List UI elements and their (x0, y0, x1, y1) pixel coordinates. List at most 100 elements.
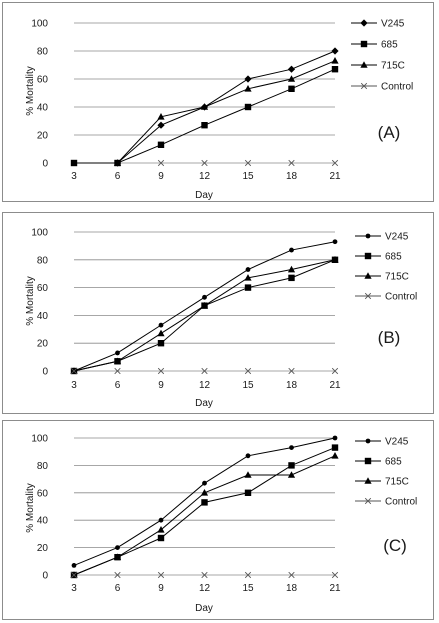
legend-label: Control (385, 497, 417, 508)
legend-label: Control (381, 82, 413, 93)
x-tick-label: 21 (329, 380, 341, 391)
series-715c (70, 452, 339, 578)
legend-item: Control (355, 292, 417, 303)
data-point (244, 159, 252, 167)
data-point (158, 517, 164, 523)
data-point (244, 85, 252, 92)
data-point (331, 159, 339, 167)
data-point (202, 294, 207, 300)
x-tick-label: 15 (242, 380, 254, 391)
data-point (115, 350, 120, 356)
data-point (288, 462, 295, 469)
data-point (200, 301, 209, 309)
data-point (244, 471, 252, 478)
legend-marker (364, 272, 372, 279)
y-tick-label: 0 (42, 571, 48, 582)
y-tick-label: 100 (31, 19, 48, 30)
x-tick-label: 21 (329, 583, 341, 594)
series-685 (70, 444, 339, 579)
series-715c (113, 57, 339, 166)
y-tick-label: 20 (37, 131, 49, 142)
data-point (331, 57, 339, 64)
legend-label: Control (385, 292, 417, 303)
x-tick-label: 9 (158, 583, 164, 594)
y-tick-label: 60 (37, 283, 49, 294)
data-point (115, 545, 120, 550)
x-axis-label: Day (195, 190, 213, 201)
x-tick-label: 9 (158, 380, 164, 391)
panel-label: (A) (378, 123, 401, 142)
x-tick-label: 3 (71, 583, 77, 594)
x-tick-label: 15 (242, 583, 254, 594)
legend-item: V245 (355, 232, 409, 243)
y-tick-label: 20 (37, 339, 49, 350)
y-tick-label: 60 (37, 75, 49, 86)
series-685 (70, 66, 339, 167)
data-point (331, 452, 339, 459)
data-point (331, 367, 339, 375)
x-tick-label: 12 (199, 583, 211, 594)
legend-label: 685 (385, 252, 402, 263)
data-point (202, 480, 207, 486)
data-point (157, 525, 165, 533)
series-715c (70, 256, 339, 374)
data-point (288, 367, 295, 375)
data-point (70, 367, 78, 375)
panel-label: (B) (378, 328, 401, 347)
x-tick-label: 18 (286, 171, 298, 182)
data-point (245, 267, 251, 272)
legend-marker (364, 292, 372, 300)
data-point (244, 274, 252, 281)
x-axis-label: Day (195, 603, 213, 614)
x-tick-label: 18 (286, 380, 298, 391)
legend-marker (365, 233, 371, 239)
chart-svg: 0 20 40 60 80 100 3 6 9 12 15 18 21 Day % Mortality V24… (25, 228, 417, 410)
x-tick-label: 21 (329, 171, 341, 182)
y-tick-label: 20 (37, 543, 49, 554)
data-point (200, 103, 209, 110)
series-line (73, 447, 336, 576)
data-point (157, 141, 165, 148)
data-point (113, 159, 122, 166)
data-point (287, 75, 296, 82)
data-point (288, 274, 295, 282)
y-tick-label: 80 (37, 461, 49, 472)
data-point (288, 159, 295, 167)
x-tick-label: 12 (199, 171, 211, 182)
chart-svg: 0 20 40 60 80 100 3 6 9 12 15 18 21 Day % Mortality V24… (25, 19, 413, 202)
data-point (287, 265, 296, 273)
x-axis-label: Day (195, 398, 213, 409)
data-point (331, 444, 339, 451)
series-line (73, 455, 336, 576)
legend-item: V245 (351, 19, 405, 30)
data-point (244, 367, 252, 375)
series-control (70, 367, 339, 375)
data-point (70, 571, 78, 579)
data-point (113, 357, 122, 365)
series-line (74, 68, 336, 164)
data-point (157, 367, 165, 375)
x-tick-label: 3 (71, 380, 77, 391)
y-tick-label: 60 (37, 488, 49, 499)
data-point (332, 239, 338, 245)
data-point (157, 329, 165, 337)
data-point (158, 322, 164, 328)
data-point (200, 489, 209, 496)
legend-label: V245 (385, 232, 409, 243)
legend-marker (364, 252, 372, 260)
series-line (117, 60, 336, 164)
panel-label: (C) (383, 536, 407, 555)
legend-item: V245 (355, 437, 409, 448)
series-v245 (71, 435, 338, 568)
data-point (244, 75, 252, 83)
series-control (70, 571, 339, 579)
data-point (244, 103, 252, 111)
chart-panel-a: 0 20 40 60 80 100 3 6 9 12 15 18 21 Day % Mortality V24… (2, 2, 434, 202)
legend-marker (360, 61, 368, 68)
legend-marker (360, 19, 368, 27)
data-point (157, 121, 165, 129)
data-point (157, 159, 165, 167)
chart-svg: 0 20 40 60 80 100 3 6 9 12 15 18 21 Day % Mortality V24… (25, 434, 417, 615)
data-point (331, 256, 339, 263)
data-point (157, 340, 165, 347)
